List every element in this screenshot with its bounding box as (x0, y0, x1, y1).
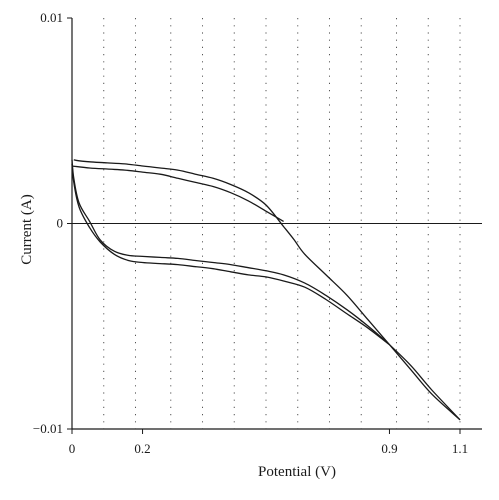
x-tick-label-3: 1.1 (452, 441, 468, 456)
series-line-2 (71, 163, 390, 346)
series-line-1 (71, 159, 461, 421)
data-series (71, 159, 461, 421)
axis-ticks: 0.01 0 −0.01 0 0.2 0.9 1.1 (33, 10, 468, 456)
y-axis-label: Current (A) (19, 194, 35, 264)
x-tick-label-2: 0.9 (381, 441, 397, 456)
x-tick-label-0: 0 (69, 441, 76, 456)
y-tick-label-2: −0.01 (33, 421, 63, 436)
y-tick-label-0: 0.01 (40, 10, 63, 25)
y-tick-label-1: 0 (57, 216, 64, 231)
x-axis-label: Potential (V) (258, 464, 336, 480)
series-line-0 (73, 159, 461, 421)
series-line-3 (71, 165, 284, 222)
x-tick-label-1: 0.2 (134, 441, 150, 456)
